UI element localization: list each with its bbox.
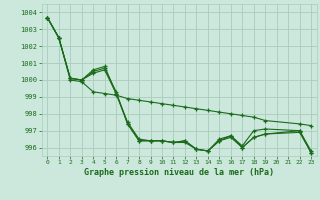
X-axis label: Graphe pression niveau de la mer (hPa): Graphe pression niveau de la mer (hPa) [84,168,274,177]
